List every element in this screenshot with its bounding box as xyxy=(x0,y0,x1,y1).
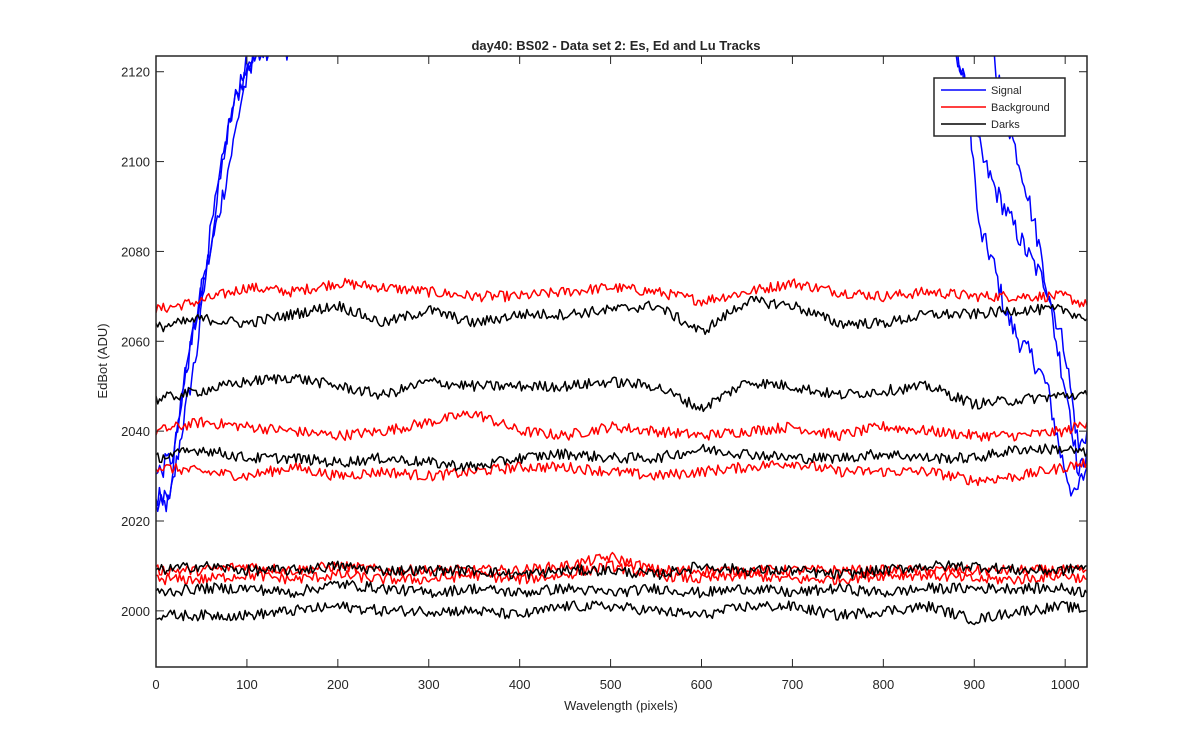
x-tick-label: 500 xyxy=(600,677,622,692)
series-line-signal-0 xyxy=(156,56,1087,513)
x-tick-label: 600 xyxy=(691,677,713,692)
series-line-darks-10 xyxy=(156,443,1087,472)
y-tick-label: 2040 xyxy=(121,424,150,439)
series-line-darks-11 xyxy=(156,560,1087,581)
series-line-darks-9 xyxy=(156,373,1087,413)
series-line-background-3 xyxy=(156,277,1087,313)
legend-entry-background: Background xyxy=(991,102,1050,114)
y-tick-label: 2080 xyxy=(121,244,150,259)
x-tick-label: 700 xyxy=(782,677,804,692)
y-tick-label: 2100 xyxy=(121,155,150,170)
x-tick-label: 900 xyxy=(963,677,985,692)
x-tick-label: 200 xyxy=(327,677,349,692)
series-line-darks-12 xyxy=(156,579,1087,599)
series-line-darks-13 xyxy=(156,600,1087,626)
x-tick-label: 400 xyxy=(509,677,531,692)
series-line-darks-8 xyxy=(156,295,1087,336)
series-line-background-5 xyxy=(156,458,1087,487)
x-tick-label: 0 xyxy=(152,677,159,692)
y-tick-label: 2060 xyxy=(121,334,150,349)
axes-layer: 0 100 200 300 400 500 600 700 800 900 1000 2000 2020… xyxy=(121,55,1088,692)
x-tick-label: 1000 xyxy=(1051,677,1080,692)
y-tick-label: 2120 xyxy=(121,65,150,80)
series-line-background-4 xyxy=(156,410,1087,442)
x-tick-label: 800 xyxy=(872,677,894,692)
y-tick-label: 2020 xyxy=(121,514,150,529)
legend: Signal Background Darks xyxy=(933,77,1066,137)
legend-entry-darks: Darks xyxy=(991,119,1020,131)
x-axis-label: Wavelength (pixels) xyxy=(564,698,678,713)
series-line-background-7 xyxy=(156,560,1087,586)
x-tick-label: 300 xyxy=(418,677,440,692)
y-tick-label: 2000 xyxy=(121,604,150,619)
x-tick-label: 100 xyxy=(236,677,258,692)
chart-title: day40: BS02 - Data set 2: Es, Ed and Lu … xyxy=(471,38,760,53)
axes-box xyxy=(155,55,1088,668)
legend-entry-signal: Signal xyxy=(991,85,1022,97)
y-axis-label: EdBot (ADU) xyxy=(95,323,110,398)
